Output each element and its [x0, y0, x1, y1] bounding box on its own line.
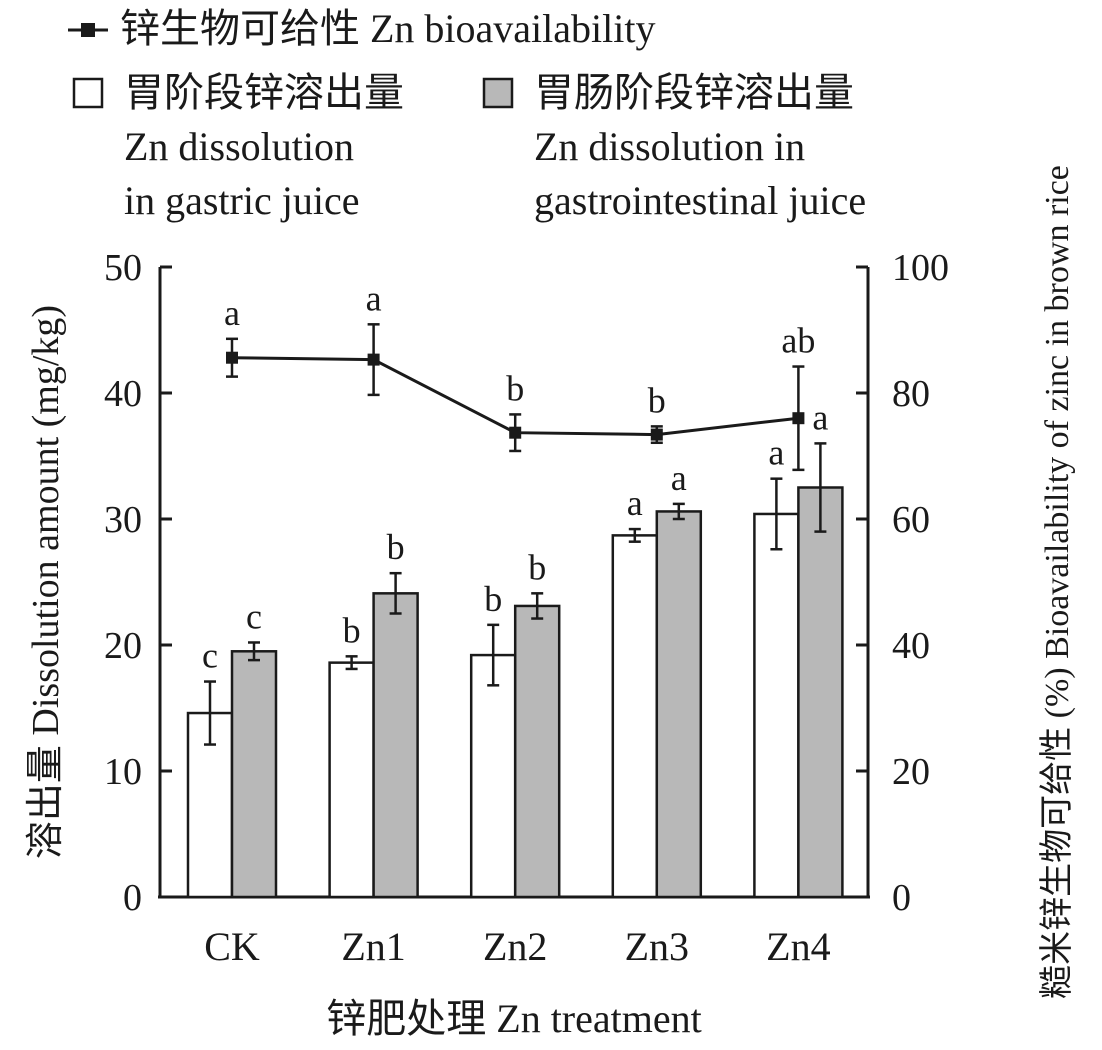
bar-gastrointestinal: [230, 650, 278, 899]
significance-letter: b: [484, 579, 502, 619]
significance-letter: c: [246, 596, 262, 636]
y-tick-label: 40: [104, 373, 142, 415]
line-point: [792, 412, 805, 425]
bar-gastric: [611, 534, 659, 899]
significance-letter: b: [528, 547, 546, 587]
y-tick-label: 10: [104, 751, 142, 793]
bar-gastric: [753, 512, 800, 899]
significance-letter: a: [768, 433, 784, 473]
line-significance-letter: b: [648, 380, 666, 420]
legend-gastric-label-en1: Zn dissolution: [124, 124, 354, 169]
significance-letter: b: [343, 610, 361, 650]
legend-gi-label-en2: gastrointestinal juice: [534, 178, 866, 223]
bar-gastrointestinal: [797, 486, 844, 899]
line-significance-letter: b: [506, 368, 524, 408]
bar-gastrointestinal: [372, 592, 419, 899]
x-tick-label: Zn1: [341, 924, 405, 969]
significance-letter: a: [671, 458, 687, 498]
line-point: [650, 428, 663, 441]
y2-tick-label: 80: [892, 373, 930, 415]
significance-letter: b: [387, 527, 405, 567]
legend: 锌生物可给性 Zn bioavailability 胃阶段锌溶出量 Zn dis…: [68, 6, 866, 223]
bar-gastrointestinal: [513, 604, 561, 899]
line-significance-letter: ab: [781, 321, 815, 361]
x-tick-label: CK: [204, 924, 260, 969]
y-tick-label: 20: [104, 625, 142, 667]
legend-gi-label-cn: 胃肠阶段锌溶出量: [534, 70, 854, 115]
y2-axis-title: 糙米锌生物可给性 (%) Bioavailability of zinc in …: [1038, 165, 1076, 999]
legend-gastric-label-en2: in gastric juice: [124, 178, 359, 223]
x-axis-title: 锌肥处理 Zn treatment: [326, 996, 701, 1041]
x-tick-label: Zn2: [483, 924, 547, 969]
legend-gastric-swatch: [72, 77, 104, 109]
y2-tick-label: 40: [892, 625, 930, 667]
significance-letter: a: [812, 397, 828, 437]
line-significance-letter: a: [366, 278, 382, 318]
bar-gastric: [469, 653, 517, 899]
y-axis-title: 溶出量 Dissolution amount (mg/kg): [25, 305, 67, 859]
x-tick-label: Zn3: [625, 924, 689, 969]
y-tick-label: 0: [123, 877, 142, 919]
line-point: [226, 351, 238, 364]
y2-tick-label: 0: [892, 877, 911, 919]
y2-tick-label: 20: [892, 751, 930, 793]
ticks: 0 10 20 30 40 50 0 20 40 60 80 100 CK Zn1 Zn2 Zn3 Zn4: [104, 247, 949, 969]
legend-gi-swatch: [482, 77, 514, 109]
legend-gi-label-en1: Zn dissolution in: [534, 124, 805, 169]
legend-gastric-label-cn: 胃阶段锌溶出量: [124, 70, 404, 115]
y2-tick-label: 60: [892, 499, 930, 541]
y-tick-label: 50: [104, 247, 142, 289]
x-tick-label: Zn4: [766, 924, 830, 969]
y-tick-label: 30: [104, 499, 142, 541]
significance-letter: a: [627, 483, 643, 523]
legend-line-square: [81, 23, 95, 37]
line-point: [367, 353, 380, 366]
line-significance-letter: a: [224, 293, 240, 333]
significance-letter: c: [202, 636, 218, 676]
legend-line-label: 锌生物可给性 Zn bioavailability: [120, 6, 656, 51]
line-point: [509, 426, 522, 439]
y2-tick-label: 100: [892, 247, 949, 289]
bar-gastric: [328, 661, 375, 899]
bar-gastrointestinal: [655, 510, 703, 899]
